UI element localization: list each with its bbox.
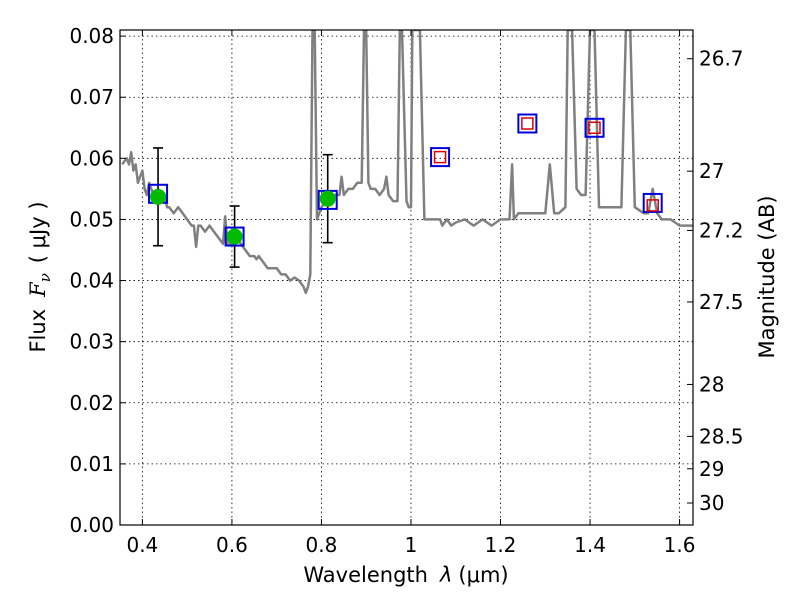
limit-marker <box>521 117 534 130</box>
y2-tick-label: 29 <box>699 457 724 481</box>
model-spectrum-line <box>121 30 693 295</box>
y2-tick-label: 28 <box>699 372 724 396</box>
y-tick-label: 0.01 <box>69 452 114 476</box>
ticks: 0.4 0.6 0.8 1 1.2 1.4 1.6 0.00 0.01 0.02 0.03 0.04 0… <box>69 24 743 557</box>
observed-point <box>226 228 243 245</box>
y-tick-label: 0.03 <box>69 330 114 354</box>
y-tick-label: 0.06 <box>69 146 114 170</box>
x-tick-label: 1.2 <box>485 533 517 557</box>
y-tick-label: 0.02 <box>69 391 114 415</box>
x-tick-label: 1.4 <box>574 533 606 557</box>
model-photometry-marker <box>224 226 245 247</box>
y2-axis-label: Magnitude (AB) <box>755 195 779 358</box>
y-axis-label: FluxFν( μJy ) <box>26 201 54 352</box>
y-tick-label: 0.07 <box>69 85 114 109</box>
observed-point <box>150 188 167 205</box>
y-tick-label: 0.08 <box>69 24 114 48</box>
observed-point <box>319 190 336 207</box>
x-tick-label: 0.6 <box>216 533 248 557</box>
y2-tick-label: 27 <box>699 159 724 183</box>
model-photometry-marker <box>584 117 605 138</box>
y2-tick-label: 26.7 <box>699 47 744 71</box>
plot-frame <box>119 29 694 526</box>
x-axis-label: Wavelength λ (μm) <box>303 563 508 587</box>
model-photometry-marker <box>430 147 451 168</box>
points-layer <box>148 113 663 268</box>
y2-tick-label: 30 <box>699 491 724 515</box>
model-spectrum-layer <box>121 30 693 295</box>
limit-marker <box>588 121 601 135</box>
x-tick-label: 1.6 <box>664 533 696 557</box>
model-photometry-marker <box>642 192 663 213</box>
y2-tick-label: 27.2 <box>699 218 744 242</box>
x-tick-label: 0.4 <box>126 533 158 557</box>
x-tick-label: 0.8 <box>306 533 338 557</box>
y2-tick-label: 28.5 <box>699 424 744 448</box>
grid <box>120 30 693 526</box>
y2-tick-label: 27.5 <box>699 290 744 314</box>
limit-marker <box>433 150 447 164</box>
y-tick-label: 0.05 <box>69 207 114 231</box>
x-tick-label: 1 <box>405 533 418 557</box>
model-photometry-marker <box>517 113 538 134</box>
y-tick-label: 0.04 <box>69 269 114 293</box>
limit-marker <box>646 199 659 212</box>
y-tick-label: 0.00 <box>69 513 114 537</box>
